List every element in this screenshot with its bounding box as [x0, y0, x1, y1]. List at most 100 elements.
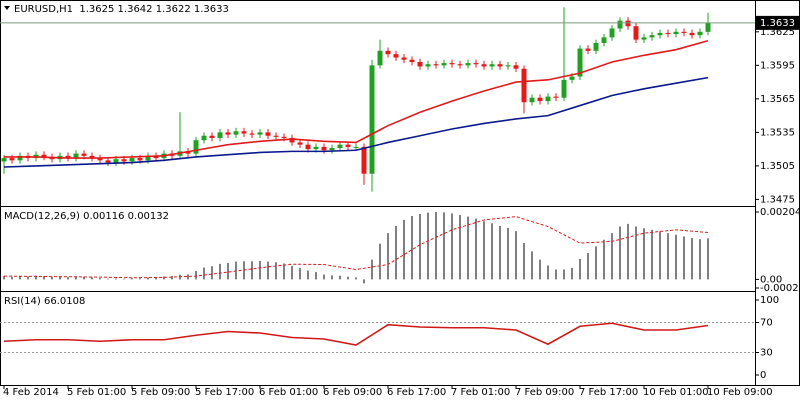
- candle-body: [665, 32, 671, 35]
- candle-body: [305, 144, 311, 150]
- candle-body: [577, 48, 583, 77]
- candle-body: [529, 97, 535, 103]
- candle-body: [249, 133, 255, 135]
- candle-body: [561, 79, 567, 98]
- candle-body: [105, 160, 111, 163]
- x-tick-label: 4 Feb 2014: [3, 387, 59, 398]
- x-tick-label: 10 Feb 01:00: [643, 387, 709, 398]
- candle-body: [289, 137, 295, 143]
- candle-body: [513, 65, 519, 69]
- candle-body: [617, 20, 623, 29]
- candle-body: [145, 155, 151, 161]
- candle-body: [609, 28, 615, 38]
- x-tick-label: 6 Feb 01:00: [259, 387, 318, 398]
- candle-body: [433, 64, 439, 66]
- candle-body: [641, 37, 647, 40]
- candle-body: [537, 97, 543, 102]
- candle-body: [361, 146, 367, 174]
- candle-body: [473, 63, 479, 65]
- candle-body: [233, 131, 239, 135]
- candle-body: [545, 96, 551, 102]
- candle-body: [449, 63, 455, 65]
- candle-body: [17, 155, 23, 161]
- candle-body: [345, 144, 351, 147]
- candle-body: [601, 37, 607, 43]
- x-tick-label: 6 Feb 09:00: [323, 387, 382, 398]
- candle-body: [113, 159, 119, 163]
- x-tick-label: 7 Feb 17:00: [579, 387, 638, 398]
- candle-body: [65, 155, 71, 159]
- chart-title: EURUSD,H1 1.3625 1.3642 1.3622 1.3633: [14, 4, 229, 15]
- candle-body: [689, 32, 695, 36]
- candle-body: [585, 48, 591, 51]
- moving-average: [3, 76, 709, 168]
- candle-body: [337, 144, 343, 149]
- candle-body: [97, 158, 103, 161]
- last-price-label: 1.3633: [760, 18, 795, 29]
- candle-body: [217, 132, 223, 138]
- y-tick-label: 100: [760, 295, 779, 306]
- candle-body: [409, 59, 415, 62]
- rsi-title: RSI(14) 66.0108: [4, 296, 85, 307]
- y-tick-label: 0.00204: [760, 207, 800, 218]
- last-price-box: [756, 15, 799, 30]
- candle-body: [41, 154, 47, 157]
- rsi-line: [3, 322, 709, 346]
- candle-body: [377, 50, 383, 66]
- y-tick-label: 1.3565: [760, 94, 795, 105]
- candle-body: [521, 68, 527, 103]
- candle-body: [193, 140, 199, 154]
- candle-body: [425, 64, 431, 67]
- candle-body: [201, 135, 207, 141]
- candle-body: [257, 132, 263, 135]
- candle-body: [553, 96, 559, 98]
- candle-body: [497, 64, 503, 67]
- candle-body: [649, 35, 655, 38]
- candle-body: [313, 146, 319, 150]
- candle-body: [329, 148, 335, 151]
- candle-body: [297, 142, 303, 145]
- x-tick-label: 7 Feb 01:00: [451, 387, 510, 398]
- x-tick-label: 5 Feb 09:00: [131, 387, 190, 398]
- candle-body: [681, 31, 687, 33]
- y-tick-label: -0.00026: [760, 283, 800, 294]
- candle-body: [673, 31, 679, 35]
- candle-body: [481, 64, 487, 67]
- candle-body: [121, 159, 127, 162]
- x-tick-label: 5 Feb 01:00: [67, 387, 126, 398]
- candle-body: [625, 20, 631, 27]
- macd-title: MACD(12,26,9) 0.00116 0.00132: [4, 211, 169, 222]
- candle-body: [465, 63, 471, 66]
- candle-body: [441, 63, 447, 66]
- signal-line: [3, 216, 709, 279]
- candle-body: [281, 136, 287, 138]
- x-tick-label: 6 Feb 17:00: [387, 387, 446, 398]
- candle-body: [209, 135, 215, 138]
- candle-body: [89, 155, 95, 159]
- x-tick-label: 7 Feb 09:00: [515, 387, 574, 398]
- y-tick-label: 0: [760, 370, 766, 381]
- x-tick-label: 5 Feb 17:00: [195, 387, 254, 398]
- y-tick-label: 1.3505: [760, 161, 795, 172]
- moving-average: [4, 39, 709, 159]
- candle-body: [697, 31, 703, 36]
- x-tick-label: 10 Feb 09:00: [707, 387, 773, 398]
- candle-body: [321, 146, 327, 151]
- y-tick-label: 1.3535: [760, 127, 795, 138]
- menu-triangle: [4, 6, 10, 10]
- y-tick-label: 1.3625: [760, 27, 795, 38]
- candle-body: [569, 76, 575, 80]
- candle-body: [593, 42, 599, 51]
- candle-body: [657, 32, 663, 36]
- candle-body: [1, 158, 7, 162]
- candle-body: [153, 155, 159, 159]
- candle-body: [9, 158, 15, 161]
- candle-body: [505, 65, 511, 67]
- candle-body: [369, 65, 375, 174]
- candle-body: [185, 151, 191, 154]
- candle-body: [137, 158, 143, 161]
- y-tick-label: 70: [760, 318, 773, 329]
- candle-body: [457, 64, 463, 66]
